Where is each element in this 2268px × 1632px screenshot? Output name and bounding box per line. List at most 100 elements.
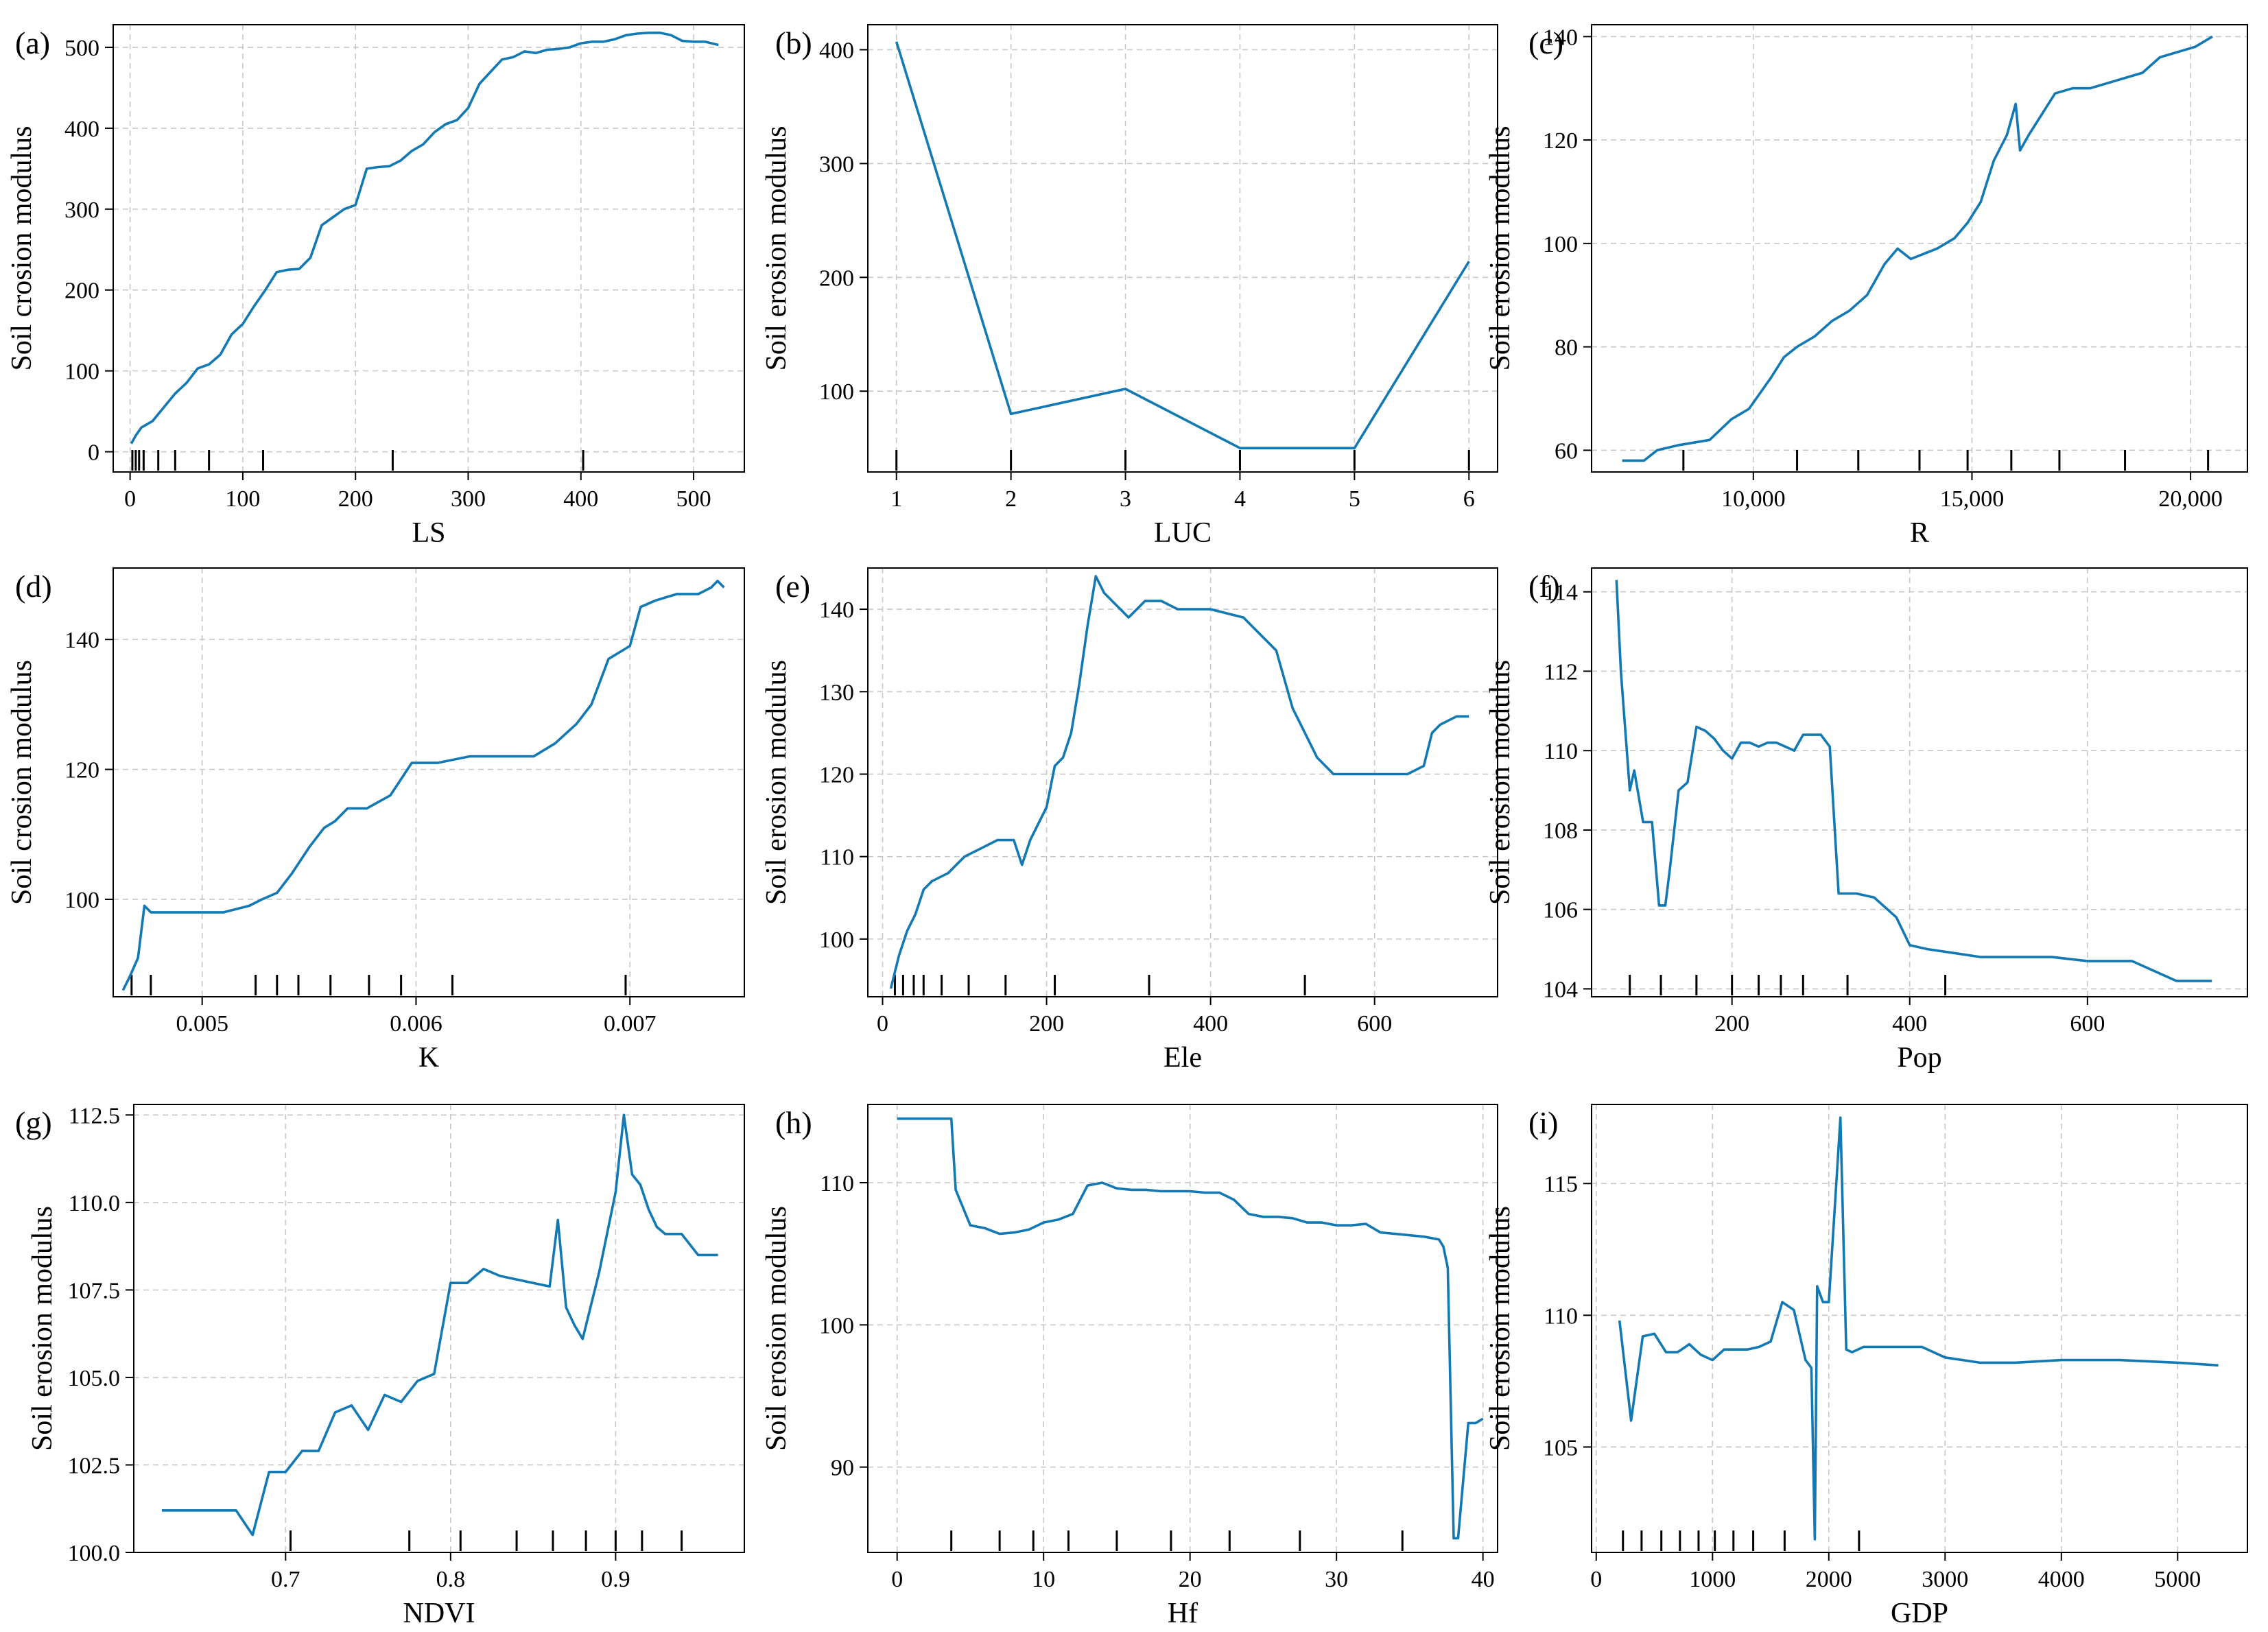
y-axis-title: Soil erosion modulus xyxy=(1485,126,1516,370)
y-tick-label: 114 xyxy=(1544,580,1578,606)
y-tick-label: 110 xyxy=(1544,1303,1578,1329)
y-tick-label: 106 xyxy=(1543,898,1578,923)
chart-panel: 0 100 200 300 400 500 0 100 200 300 400 500 LS Soil c… xyxy=(6,24,745,549)
y-tick-label: 500 xyxy=(64,36,99,61)
data-line xyxy=(1618,1116,2219,1541)
x-tick-label: 0.7 xyxy=(271,1567,300,1592)
x-tick-label: 200 xyxy=(1029,1011,1064,1037)
x-tick-label: 20,000 xyxy=(2158,486,2223,512)
x-tick-label: 4000 xyxy=(2038,1567,2085,1592)
panel-label: (h) xyxy=(775,1105,812,1140)
x-tick-label: 6 xyxy=(1463,486,1475,512)
y-axis-title: Soil erosion modulus xyxy=(761,126,792,370)
plot-frame xyxy=(1591,24,2248,473)
y-tick-label: 120 xyxy=(64,758,99,783)
chart-panel: 0 1000 2000 3000 4000 5000 105 110 115 GDP Soil er… xyxy=(1485,1104,2248,1629)
y-tick-label: 110 xyxy=(820,1171,854,1196)
y-tick-label: 60 xyxy=(1555,438,1578,464)
data-line xyxy=(889,575,1469,989)
chart-panel: 200 400 600 104 106 108 110 112 114 Pop Soil erosi… xyxy=(1485,567,2248,1074)
x-tick-label: 400 xyxy=(563,486,598,512)
x-tick-label: 500 xyxy=(676,486,711,512)
data-line xyxy=(897,1117,1484,1540)
data-line xyxy=(161,1113,718,1537)
x-tick-label: 0 xyxy=(891,1567,903,1592)
y-tick-label: 200 xyxy=(819,265,854,291)
y-tick-label: 140 xyxy=(1543,25,1578,50)
y-tick-label: 104 xyxy=(1543,977,1578,1002)
plot-frame xyxy=(133,1104,745,1553)
x-axis-title: LUC xyxy=(1154,517,1212,549)
y-tick-label: 140 xyxy=(64,628,99,653)
y-tick-label: 200 xyxy=(64,279,99,304)
y-tick-label: 110 xyxy=(1544,739,1578,764)
y-tick-label: 107.5 xyxy=(68,1278,121,1303)
x-tick-label: 1000 xyxy=(1689,1567,1736,1592)
x-tick-label: 600 xyxy=(1357,1011,1392,1037)
y-tick-label: 110.0 xyxy=(69,1191,120,1216)
plot-frame xyxy=(867,1104,1498,1553)
y-tick-label: 112.5 xyxy=(69,1103,120,1128)
y-tick-label: 100 xyxy=(64,888,99,913)
x-tick-label: 40 xyxy=(1472,1567,1495,1592)
x-tick-label: 0 xyxy=(124,486,136,512)
x-tick-label: 0.005 xyxy=(176,1011,228,1037)
y-tick-label: 400 xyxy=(64,117,99,142)
x-axis-title: NDVI xyxy=(403,1598,475,1629)
y-tick-label: 100.0 xyxy=(68,1541,121,1566)
y-tick-label: 120 xyxy=(819,762,854,788)
x-tick-label: 20 xyxy=(1179,1567,1202,1592)
chart-panel: 10,000 15,000 20,000 60 80 100 120 140 R Soil ero… xyxy=(1485,24,2248,549)
chart-panel: 0.7 0.8 0.9 100.0 102.5 105.0 107.5 110.0 112.5 N… xyxy=(15,1103,745,1629)
x-tick-label: 15,000 xyxy=(1940,486,2005,512)
x-tick-label: 5 xyxy=(1349,486,1360,512)
y-tick-label: 105.0 xyxy=(68,1366,121,1391)
chart-panel: 0 200 400 600 100 110 120 130 140 Ele Soil erosion… xyxy=(761,567,1498,1074)
x-tick-label: 600 xyxy=(2070,1011,2105,1037)
x-tick-label: 4 xyxy=(1234,486,1246,512)
x-tick-label: 200 xyxy=(338,486,373,512)
y-tick-label: 100 xyxy=(819,379,854,405)
panel-label: (e) xyxy=(775,569,810,604)
y-tick-label: 400 xyxy=(819,38,854,63)
y-tick-label: 102.5 xyxy=(68,1453,121,1478)
y-axis-title: Soil erosion modulus xyxy=(1485,660,1516,905)
x-tick-label: 30 xyxy=(1325,1567,1348,1592)
x-axis-title: Hf xyxy=(1168,1598,1198,1629)
y-tick-label: 110 xyxy=(820,845,854,871)
x-tick-label: 0 xyxy=(877,1011,888,1037)
y-axis-title: Soil crosion modulus xyxy=(6,660,38,905)
x-tick-label: 1 xyxy=(890,486,902,512)
x-tick-label: 300 xyxy=(451,486,486,512)
data-line xyxy=(130,31,719,445)
plot-frame xyxy=(1591,567,2248,997)
x-tick-label: 400 xyxy=(1193,1011,1228,1037)
y-tick-label: 300 xyxy=(64,198,99,223)
x-tick-label: 400 xyxy=(1892,1011,1927,1037)
x-axis-title: Ele xyxy=(1163,1042,1202,1074)
y-tick-label: 130 xyxy=(819,680,854,705)
x-tick-label: 0.006 xyxy=(390,1011,442,1037)
y-tick-label: 100 xyxy=(1543,232,1578,257)
y-tick-label: 80 xyxy=(1555,335,1578,361)
y-tick-label: 100 xyxy=(819,927,854,953)
y-axis-title: Soil erosion modulus xyxy=(761,660,792,905)
data-line xyxy=(1615,580,2212,982)
y-tick-label: 105 xyxy=(1543,1435,1578,1460)
y-tick-label: 300 xyxy=(819,152,854,177)
y-axis-title: Soil crosion modulus xyxy=(6,126,38,370)
x-tick-label: 5000 xyxy=(2154,1567,2201,1592)
chart-panel: 0 10 20 30 40 90 100 110 Hf Soil erosion modulus (… xyxy=(761,1104,1498,1629)
x-tick-label: 2 xyxy=(1005,486,1017,512)
panel-label: (d) xyxy=(15,569,52,604)
x-tick-label: 3 xyxy=(1120,486,1131,512)
panel-label: (g) xyxy=(15,1105,52,1140)
panel-label: (c) xyxy=(1528,25,1563,60)
x-tick-label: 10 xyxy=(1032,1567,1055,1592)
x-tick-label: 100 xyxy=(225,486,260,512)
plot-frame xyxy=(867,24,1498,473)
y-tick-label: 140 xyxy=(819,598,854,623)
x-axis-title: R xyxy=(1910,517,1929,549)
y-tick-label: 0 xyxy=(88,440,99,466)
